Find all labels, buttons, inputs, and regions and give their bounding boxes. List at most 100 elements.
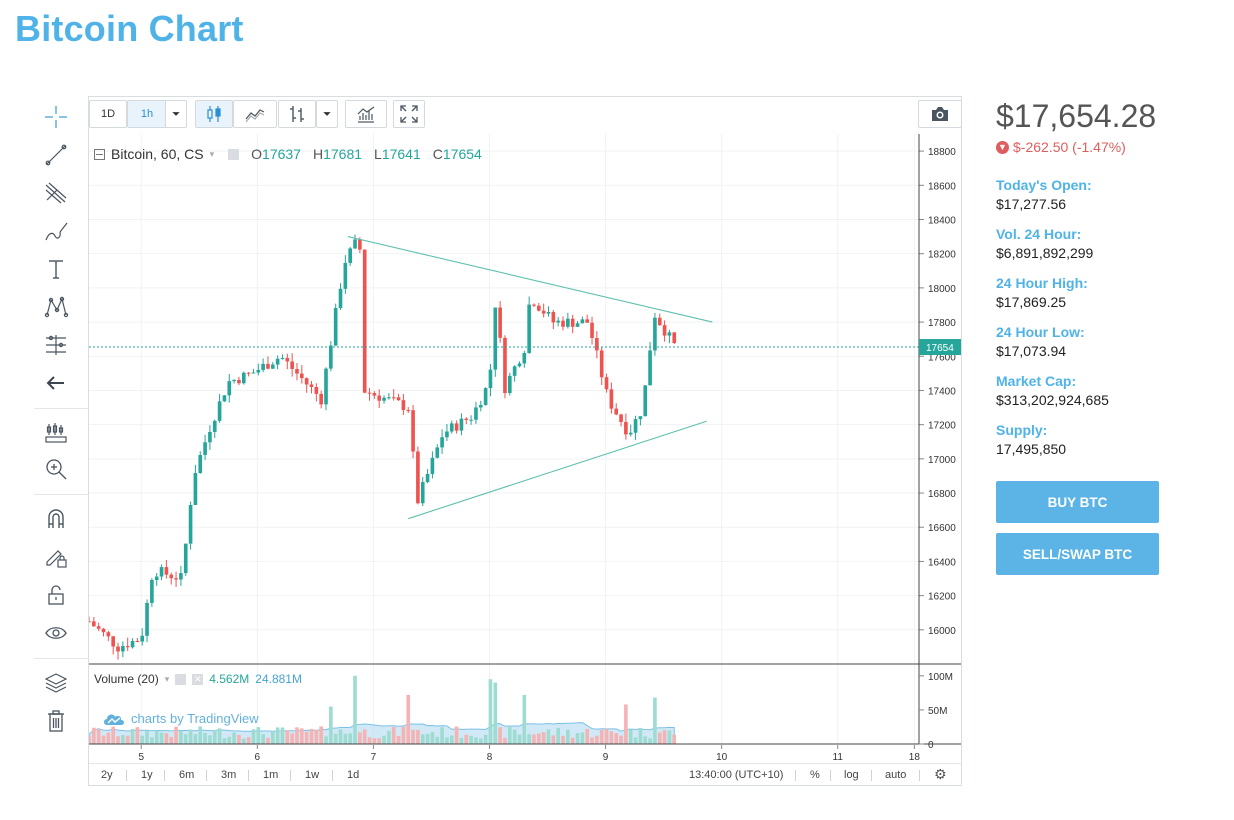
- series-legend: Bitcoin, 60, CS ▾ O17637 H17681 L17641 C…: [94, 146, 482, 162]
- chart-widget: 1D 1h 16000 16200 16400: [88, 96, 962, 786]
- volume-bar: [96, 728, 101, 744]
- trend-line: [347, 236, 713, 323]
- candle-body: [343, 262, 348, 289]
- volume-bar: [575, 733, 580, 744]
- series-settings-icon[interactable]: [228, 148, 240, 160]
- volume-bar: [256, 727, 261, 744]
- candle-body: [338, 288, 343, 309]
- volume-bar: [595, 735, 599, 744]
- time-tick-label: 18: [909, 752, 921, 763]
- bars-style-button[interactable]: [278, 100, 316, 128]
- measure-icon[interactable]: [34, 418, 78, 448]
- interval-1d-button[interactable]: 1D: [89, 100, 127, 128]
- area-style-button[interactable]: [233, 100, 277, 128]
- volume-bar: [517, 734, 522, 744]
- candle-body: [179, 573, 183, 580]
- range-1m[interactable]: 1m: [263, 769, 279, 781]
- snapshot-button[interactable]: [918, 100, 962, 128]
- volume-dropdown-icon[interactable]: ▾: [164, 673, 170, 684]
- prediction-icon[interactable]: [34, 330, 78, 360]
- fullscreen-button[interactable]: [393, 100, 425, 128]
- price-chart[interactable]: 16000 16200 16400 16600 16800 17000 17200 17400…: [89, 134, 961, 766]
- cloud-logo-icon: [104, 714, 124, 725]
- back-arrow-icon[interactable]: [34, 368, 78, 398]
- volume-bar: [150, 737, 154, 744]
- trash-icon[interactable]: [34, 706, 78, 736]
- volume-settings-icon[interactable]: [175, 673, 187, 685]
- volume-bar: [290, 733, 294, 744]
- stat-item: Today's Open: $17,277.56: [996, 177, 1196, 212]
- range-1w[interactable]: 1w: [305, 769, 320, 781]
- candle-body: [246, 372, 251, 374]
- stat-item: Vol. 24 Hour: $6,891,892,299: [996, 226, 1196, 261]
- volume-bar: [280, 727, 285, 744]
- interval-dropdown-button[interactable]: [165, 100, 187, 128]
- symbol-label[interactable]: Bitcoin, 60, CS: [111, 146, 204, 162]
- volume-bar: [527, 734, 531, 744]
- tradingview-watermark[interactable]: charts by TradingView: [103, 711, 259, 726]
- volume-bar: [179, 730, 183, 744]
- range-3m[interactable]: 3m: [221, 769, 237, 781]
- volume-bar: [609, 731, 614, 744]
- candle-body: [154, 576, 159, 581]
- candle-body: [101, 628, 106, 633]
- candle-body: [430, 457, 435, 474]
- indicators-button[interactable]: [345, 100, 387, 128]
- range-6m[interactable]: 6m: [179, 769, 195, 781]
- volume-bar: [164, 733, 169, 744]
- magnet-icon[interactable]: [34, 504, 78, 534]
- last-price-label: 17654: [926, 343, 954, 354]
- volume-bar: [125, 735, 130, 744]
- volume-bar: [183, 734, 188, 744]
- zoom-in-icon[interactable]: [34, 454, 78, 484]
- candle-body: [401, 400, 406, 411]
- candle-body: [256, 369, 261, 373]
- text-tool-icon[interactable]: [34, 254, 78, 284]
- range-2y[interactable]: 2y: [101, 769, 113, 781]
- volume-bar: [169, 736, 174, 744]
- timezone-clock[interactable]: 13:40:00 (UTC+10): [689, 769, 784, 781]
- candle-body: [556, 320, 560, 323]
- auto-scale-toggle[interactable]: auto: [885, 769, 907, 781]
- volume-bar: [599, 730, 604, 744]
- range-1d[interactable]: 1d: [347, 769, 360, 781]
- candle-body: [643, 385, 648, 417]
- volume-bar: [551, 735, 556, 744]
- pattern-icon[interactable]: [34, 292, 78, 322]
- brush-icon[interactable]: [34, 216, 78, 246]
- chart-settings-gear-icon[interactable]: ⚙: [934, 766, 947, 782]
- drawing-toolbar: [34, 96, 88, 756]
- price-tick-label: 16200: [928, 592, 956, 603]
- trend-line-icon[interactable]: [34, 140, 78, 170]
- layers-icon[interactable]: [34, 668, 78, 698]
- lock-pencil-icon[interactable]: [34, 542, 78, 572]
- stat-item: Market Cap: $313,202,924,685: [996, 373, 1196, 408]
- candle-body: [150, 580, 154, 603]
- unlock-icon[interactable]: [34, 580, 78, 610]
- candle-body: [169, 574, 174, 579]
- volume-bar: [237, 734, 241, 744]
- volume-value-2: 24.881M: [255, 672, 302, 686]
- range-1y[interactable]: 1y: [141, 769, 153, 781]
- volume-bar: [353, 675, 357, 744]
- candles-style-button[interactable]: [195, 100, 233, 128]
- volume-close-icon[interactable]: ✕: [192, 673, 204, 685]
- volume-label[interactable]: Volume (20): [94, 672, 159, 686]
- collapse-legend-icon[interactable]: [94, 148, 105, 160]
- log-scale-toggle[interactable]: log: [844, 769, 859, 781]
- series-dropdown-icon[interactable]: ▾: [209, 148, 215, 159]
- volume-bar: [145, 730, 149, 744]
- crosshair-icon[interactable]: [34, 102, 78, 132]
- percent-scale-toggle[interactable]: %: [810, 769, 820, 781]
- pitchfork-icon[interactable]: [34, 178, 78, 208]
- sell-swap-btc-button[interactable]: SELL/SWAP BTC: [996, 533, 1159, 575]
- interval-1h-button[interactable]: 1h: [127, 100, 167, 128]
- candle-body: [580, 319, 585, 324]
- style-dropdown-button[interactable]: [316, 100, 338, 128]
- stats-list: Today's Open: $17,277.56 Vol. 24 Hour: $6,8…: [996, 177, 1196, 457]
- volume-bar: [653, 697, 657, 744]
- candle-body: [270, 364, 275, 369]
- eye-icon[interactable]: [34, 618, 78, 648]
- buy-btc-button[interactable]: BUY BTC: [996, 481, 1159, 523]
- volume-bar: [435, 736, 440, 744]
